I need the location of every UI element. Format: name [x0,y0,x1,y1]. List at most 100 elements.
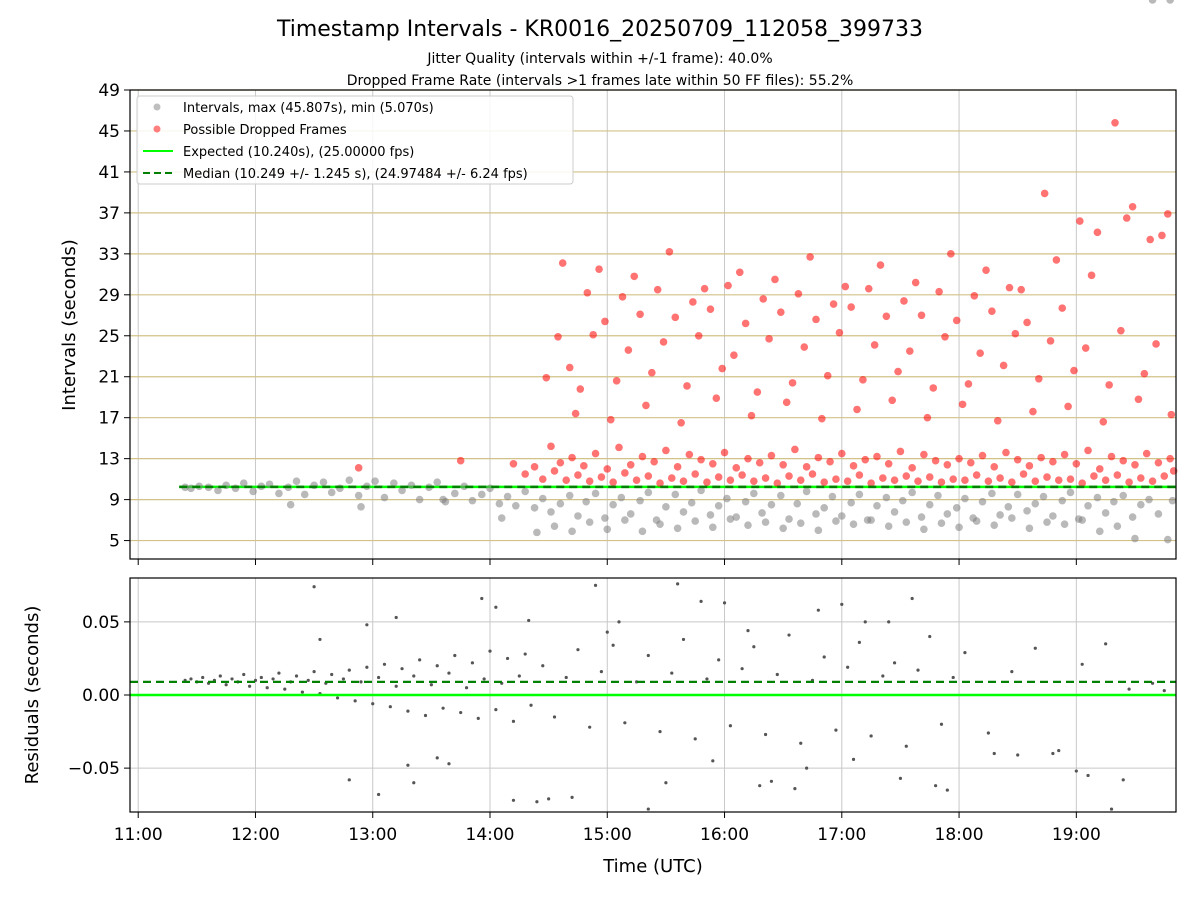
dropped-frame-point [1011,329,1020,338]
legend-label-expected: Expected (10.240s), (25.00000 fps) [183,145,414,160]
dropped-frame-point [542,373,551,382]
interval-point [714,501,723,510]
interval-point [451,489,459,498]
dropped-frame-point [791,445,799,454]
interval-point [550,522,559,531]
intervals-ytick-label-5: 25 [98,327,120,347]
x-tick-label-6: 17:00 [817,825,866,845]
residual-point [699,599,703,604]
interval-point [988,489,996,498]
dropped-frame-point [829,300,838,308]
residual-point [511,719,516,723]
residual-point [851,757,856,761]
intervals-ytick-label-8: 37 [98,204,120,224]
dropped-frame-point [1046,337,1055,345]
intervals-ytick-label-0: 5 [109,532,120,552]
interval-point [884,522,893,531]
interval-point [636,496,644,505]
residual-point [928,634,932,639]
residual-point [535,800,539,804]
dropped-frame-point [691,470,700,478]
residual-point [939,722,944,726]
dropped-frame-point [597,473,606,481]
dropped-frame-point [999,361,1008,370]
interval-point [345,476,354,484]
interval-point [1110,497,1118,506]
dropped-frame-point [841,282,850,291]
residual-point [382,662,387,666]
interval-point [873,501,881,510]
interval-point [972,517,981,525]
dropped-frame-point [741,319,750,328]
residual-point [418,658,422,662]
dropped-frame-point [1081,344,1090,352]
dropped-frame-point [923,413,932,422]
residual-point [277,671,281,675]
residual-point [787,633,791,637]
dropped-frame-point [952,316,961,325]
interval-point [855,490,864,499]
residual-point [945,788,949,792]
dropped-frame-point [761,474,770,482]
residual-point [898,776,903,780]
dropped-frame-point [624,346,633,354]
dropped-frame-point [765,335,773,343]
dropped-frame-point [947,250,955,258]
residual-point [353,699,357,703]
dropped-frame-point [876,261,885,269]
dropped-frame-point [914,477,922,485]
interval-point [239,479,248,488]
interval-point [603,525,612,534]
residual-point [201,675,205,680]
dropped-frame-point [726,476,735,484]
dropped-frame-point [931,456,940,465]
interval-point [609,500,617,509]
residuals-y-ticks: −0.05 0.00 0.05 [68,613,130,779]
dropped-frame-points [179,118,1178,489]
residual-point [916,668,920,672]
dropped-frame-point [855,471,864,479]
residuals-x-ticks: 11:00 12:00 13:00 14:00 15:00 16:00 17:00 18:00… [114,812,1101,845]
dropped-frame-point [565,363,574,372]
dropped-frame-point [970,292,979,300]
residual-point [728,724,732,728]
residual-point [330,672,334,677]
dropped-frame-point [1054,476,1063,484]
dropped-frame-point [1148,477,1157,485]
intervals-panel: 5 9 13 17 21 25 29 33 37 41 45 49 Intervals (second… [59,0,1178,565]
interval-point [582,497,590,506]
dropped-frame-point [800,343,809,351]
x-tick-label-1: 12:00 [231,825,280,845]
interval-point [556,499,565,508]
residual-point [306,678,310,682]
dropped-frame-point [943,460,952,469]
interval-point [832,517,840,525]
dropped-frame-point [993,416,1002,425]
dropped-frame-point [615,443,623,452]
interval-point [673,524,682,533]
dropped-frame-point [1084,446,1092,455]
residual-point [271,677,275,681]
dropped-frame-point [820,478,829,486]
dropped-frame-point [679,477,688,485]
residual-point [1104,642,1108,646]
interval-point [1163,535,1172,544]
residual-point [963,650,967,655]
interval-point [934,491,942,500]
legend-marker-intervals [153,103,161,111]
residual-point [394,615,398,620]
dropped-frame-point [1017,285,1026,294]
residual-point [646,807,650,811]
residual-point [517,674,521,678]
interval-point [1095,527,1104,536]
interval-point [390,479,398,488]
interval-point [732,513,741,521]
interval-point [497,514,506,522]
dropped-frame-point [1111,118,1119,127]
dropped-frame-point [1025,462,1034,470]
dropped-frame-point [1090,472,1098,480]
dropped-frame-point [1023,318,1031,327]
residual-point [869,734,873,738]
dropped-frame-point [808,470,817,478]
